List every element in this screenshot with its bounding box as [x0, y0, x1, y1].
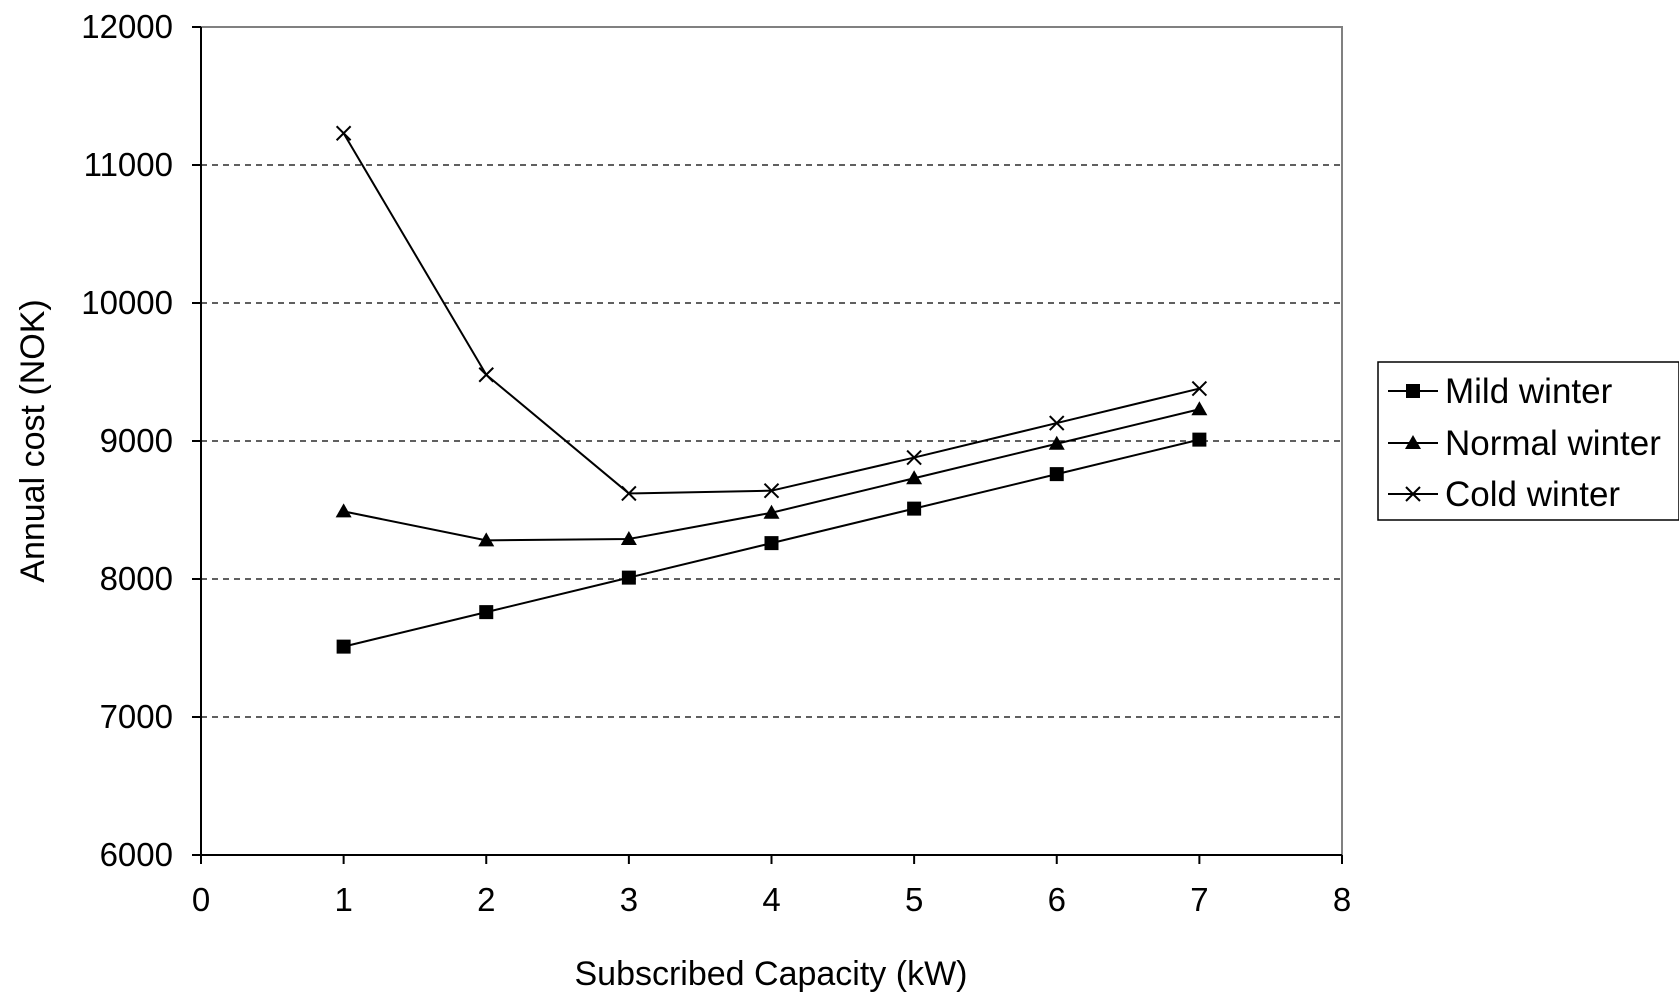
x-tick-label: 3 [620, 881, 638, 918]
legend-label: Mild winter [1445, 372, 1613, 411]
legend: Mild winter Normal winter Cold winter [1377, 361, 1679, 521]
y-ticks: 6000 7000 8000 9000 10000 11000 12000 [81, 8, 201, 873]
data-point [621, 570, 636, 585]
x-tick-label: 0 [192, 881, 210, 918]
data-point [764, 536, 779, 551]
data-point [1191, 401, 1208, 416]
series-normal-winter [335, 401, 1208, 547]
data-point [478, 367, 494, 383]
legend-marker [1405, 435, 1421, 449]
marker-x-stroke [478, 367, 494, 383]
legend-item: Cold winter [1388, 475, 1620, 514]
data-point [906, 470, 923, 485]
data-point [620, 530, 637, 545]
marker-x-stroke [1405, 486, 1421, 502]
x-tick-label: 8 [1333, 881, 1351, 918]
legend-label: Normal winter [1445, 424, 1661, 463]
data-point [907, 501, 922, 516]
data-point [1049, 415, 1065, 431]
legend-item: Normal winter [1388, 424, 1661, 463]
y-tick-label: 6000 [100, 836, 173, 873]
y-axis-title: Annual cost (NOK) [14, 299, 52, 582]
marker-x-stroke [621, 485, 637, 502]
data-point [336, 639, 351, 654]
x-axis-title: Subscribed Capacity (kW) [574, 955, 967, 993]
y-tick-label: 9000 [100, 422, 173, 459]
series-cold-winter [335, 125, 1208, 502]
legend-marker [1405, 486, 1421, 502]
x-ticks: 0 1 2 3 4 5 6 7 8 [192, 855, 1351, 918]
legend-marker [1406, 384, 1420, 398]
x-tick-label: 1 [334, 881, 352, 918]
y-tick-label: 8000 [100, 560, 173, 597]
data-point [906, 449, 922, 466]
legend-item: Mild winter [1388, 372, 1613, 411]
data-point [1192, 432, 1207, 447]
x-tick-label: 7 [1190, 881, 1208, 918]
y-tick-label: 7000 [100, 698, 173, 735]
marker-x-stroke [335, 125, 352, 141]
series [335, 125, 1208, 654]
gridlines [201, 164, 1342, 718]
x-tick-label: 2 [477, 881, 495, 918]
series-mild-winter [336, 432, 1207, 654]
marker-x-stroke [906, 449, 922, 466]
data-point [478, 532, 495, 547]
data-point [621, 485, 637, 502]
data-point [763, 482, 780, 499]
data-point [1048, 435, 1065, 450]
marker-x-stroke [1191, 380, 1208, 397]
y-tick-label: 11000 [84, 146, 173, 183]
data-point [335, 503, 352, 518]
x-tick-label: 5 [905, 881, 923, 918]
data-point [1191, 380, 1208, 397]
data-point [763, 504, 780, 519]
legend-label: Cold winter [1445, 475, 1620, 514]
marker-x-stroke [1049, 415, 1065, 431]
data-point [335, 125, 352, 141]
x-tick-label: 6 [1048, 881, 1066, 918]
x-tick-label: 4 [762, 881, 780, 918]
data-point [1049, 467, 1064, 482]
y-tick-label: 12000 [81, 8, 173, 45]
data-point [479, 605, 494, 620]
marker-x-stroke [763, 482, 780, 499]
y-tick-label: 10000 [81, 284, 173, 321]
